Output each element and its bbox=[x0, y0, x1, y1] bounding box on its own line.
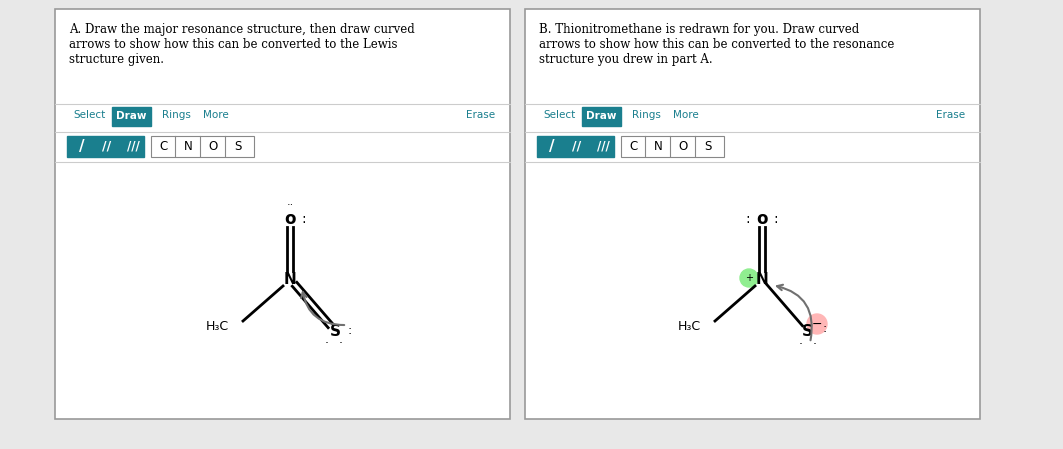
Text: arrows to show how this can be converted to the resonance: arrows to show how this can be converted… bbox=[539, 38, 894, 51]
Text: +: + bbox=[745, 273, 753, 283]
Text: o: o bbox=[756, 210, 767, 228]
Text: o: o bbox=[284, 210, 296, 228]
Text: ·: · bbox=[813, 339, 817, 352]
FancyBboxPatch shape bbox=[112, 106, 151, 126]
Text: N: N bbox=[654, 140, 662, 153]
Text: B. Thionitromethane is redrawn for you. Draw curved: B. Thionitromethane is redrawn for you. … bbox=[539, 23, 859, 36]
Text: More: More bbox=[673, 110, 698, 120]
Text: Select: Select bbox=[73, 110, 105, 120]
Text: structure given.: structure given. bbox=[69, 53, 164, 66]
Text: O: O bbox=[678, 140, 688, 153]
Text: ///: /// bbox=[596, 140, 609, 153]
Text: //: // bbox=[572, 140, 581, 153]
Text: C: C bbox=[629, 140, 637, 153]
Text: N: N bbox=[756, 272, 769, 286]
Text: H₃C: H₃C bbox=[678, 321, 701, 334]
Text: ·: · bbox=[799, 339, 803, 352]
Text: /: / bbox=[79, 138, 85, 154]
Text: S: S bbox=[802, 323, 812, 339]
Text: N: N bbox=[184, 140, 192, 153]
Circle shape bbox=[740, 269, 758, 287]
FancyBboxPatch shape bbox=[581, 106, 621, 126]
Text: Select: Select bbox=[543, 110, 575, 120]
Text: :: : bbox=[823, 322, 827, 335]
Text: H₃C: H₃C bbox=[206, 321, 229, 334]
Text: structure you drew in part A.: structure you drew in part A. bbox=[539, 53, 712, 66]
Text: ·: · bbox=[325, 338, 330, 351]
Text: :: : bbox=[302, 212, 306, 226]
Text: −: − bbox=[812, 317, 823, 330]
Text: Draw: Draw bbox=[586, 111, 617, 121]
Text: ·: · bbox=[339, 338, 343, 351]
FancyBboxPatch shape bbox=[67, 136, 144, 157]
FancyBboxPatch shape bbox=[55, 9, 510, 419]
Text: Rings: Rings bbox=[162, 110, 191, 120]
Text: S: S bbox=[330, 323, 340, 339]
Text: A. Draw the major resonance structure, then draw curved: A. Draw the major resonance structure, t… bbox=[69, 23, 415, 36]
FancyBboxPatch shape bbox=[621, 136, 724, 157]
Text: Erase: Erase bbox=[935, 110, 965, 120]
Text: :: : bbox=[745, 212, 750, 226]
Text: //: // bbox=[102, 140, 112, 153]
Text: :: : bbox=[348, 325, 352, 338]
Text: :: : bbox=[774, 212, 778, 226]
Text: More: More bbox=[203, 110, 229, 120]
FancyBboxPatch shape bbox=[537, 136, 613, 157]
Text: N: N bbox=[284, 272, 297, 286]
Text: Erase: Erase bbox=[466, 110, 495, 120]
Text: arrows to show how this can be converted to the Lewis: arrows to show how this can be converted… bbox=[69, 38, 398, 51]
Text: ///: /// bbox=[126, 140, 139, 153]
Text: ··: ·· bbox=[286, 200, 293, 210]
Text: Draw: Draw bbox=[116, 111, 147, 121]
Text: C: C bbox=[158, 140, 167, 153]
Text: /: / bbox=[550, 138, 555, 154]
Text: Rings: Rings bbox=[632, 110, 661, 120]
Circle shape bbox=[807, 314, 827, 334]
Text: O: O bbox=[208, 140, 218, 153]
Text: S: S bbox=[234, 140, 241, 153]
FancyBboxPatch shape bbox=[525, 9, 980, 419]
Text: S: S bbox=[705, 140, 712, 153]
FancyBboxPatch shape bbox=[151, 136, 253, 157]
